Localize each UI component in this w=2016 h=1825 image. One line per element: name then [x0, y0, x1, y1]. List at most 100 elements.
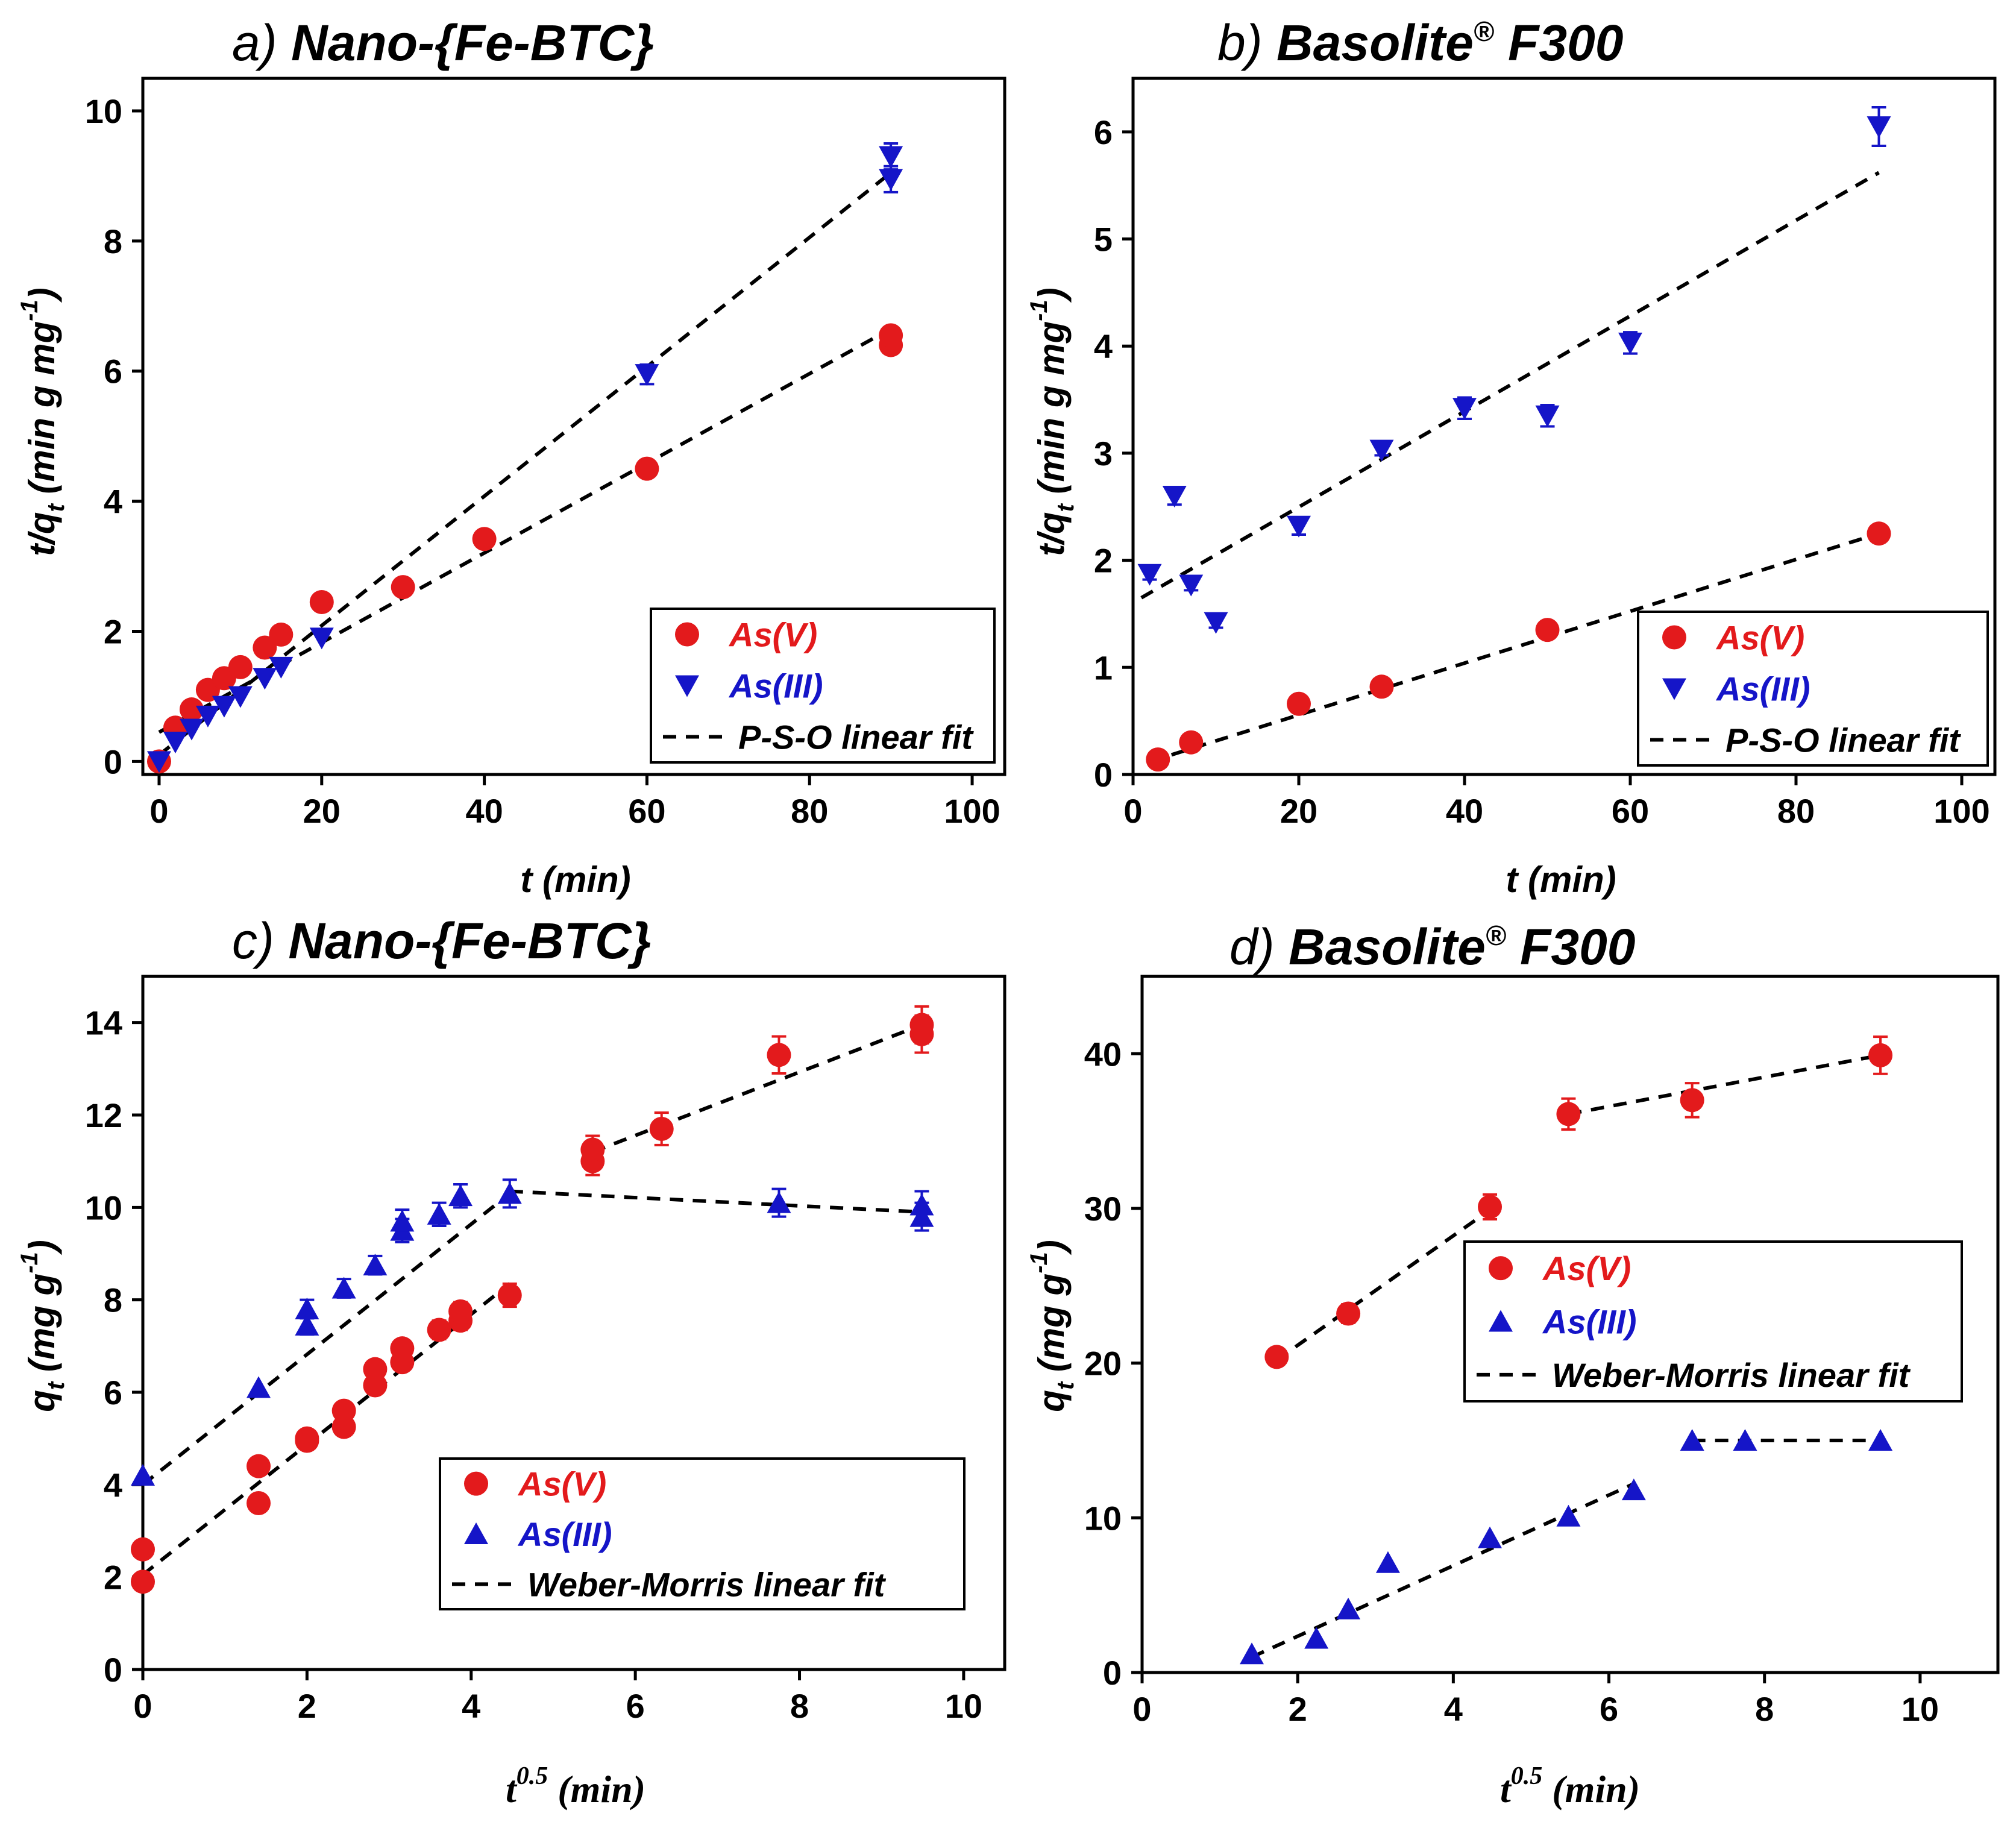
data-point	[1369, 439, 1394, 462]
data-point	[1618, 332, 1642, 354]
x-tick-label: 10	[1901, 1690, 1939, 1728]
data-point	[1556, 1102, 1581, 1126]
y-tick-label: 8	[104, 1281, 122, 1319]
x-tick-label: 60	[628, 792, 665, 830]
x-tick-label: 8	[1755, 1690, 1774, 1728]
legend-box	[650, 608, 996, 764]
legend-marker	[1489, 1310, 1513, 1332]
panel-c-frame	[141, 975, 1006, 1671]
data-point	[1680, 1429, 1704, 1451]
x-tick-label: 80	[791, 792, 828, 830]
x-tick-label: 0	[149, 792, 168, 830]
data-point	[497, 1283, 522, 1307]
fit-line	[142, 1192, 511, 1486]
data-point	[635, 364, 659, 386]
legend-marker	[464, 1471, 488, 1496]
panel-b-frame	[1131, 77, 1997, 776]
x-tick-label: 4	[1444, 1690, 1463, 1728]
panel-a-title: a) Nano-{Fe-BTC}	[232, 14, 654, 71]
data-point	[1264, 1345, 1289, 1369]
data-point	[295, 1313, 319, 1336]
data-point	[131, 1537, 155, 1562]
legend-marker	[1489, 1256, 1513, 1281]
x-axis-label: t0.5 (min)	[506, 1762, 645, 1811]
data-point	[131, 1464, 155, 1486]
y-tick-label: 10	[85, 1189, 122, 1227]
legend-label: As(III)	[1542, 1303, 1637, 1341]
data-point	[295, 1298, 319, 1319]
y-tick-label: 30	[1084, 1190, 1122, 1228]
legend-label: As(III)	[728, 667, 823, 705]
data-point	[1204, 612, 1228, 634]
data-point	[1867, 521, 1891, 546]
fit-line	[1568, 1053, 1881, 1116]
data-point	[909, 1193, 934, 1216]
y-tick-label: 2	[104, 613, 122, 651]
legend-label: P-S-O linear fit	[738, 718, 974, 756]
x-tick-label: 6	[1600, 1690, 1618, 1728]
data-point	[1733, 1429, 1757, 1451]
data-point	[390, 1336, 415, 1361]
data-point	[1369, 674, 1394, 699]
panel-a: a) Nano-{Fe-BTC} 0 20 40 60 80 100 0 2 4 6 8 10 t (mi…	[16, 14, 1006, 900]
data-point	[253, 668, 277, 690]
y-axis-label: qt (mg g-1)	[16, 1240, 69, 1412]
y-tick-label: 0	[104, 743, 122, 781]
data-point	[1478, 1195, 1503, 1219]
x-tick-label: 0	[133, 1687, 152, 1725]
data-point	[363, 1254, 388, 1276]
y-tick-label: 6	[104, 353, 122, 391]
data-point	[228, 655, 253, 679]
legend-label: P-S-O linear fit	[1726, 721, 1961, 759]
data-point	[179, 697, 204, 722]
data-point	[1868, 1043, 1893, 1067]
y-tick-label: 5	[1094, 221, 1113, 259]
y-tick-label: 40	[1084, 1035, 1122, 1073]
data-point	[1680, 1088, 1704, 1113]
y-tick-label: 0	[1103, 1654, 1122, 1692]
legend-box	[1463, 1240, 1963, 1403]
data-point	[879, 169, 903, 191]
data-point	[497, 1182, 522, 1204]
y-tick-label: 2	[1094, 542, 1113, 580]
legend-label: As(V)	[1542, 1249, 1631, 1287]
x-tick-label: 0	[1132, 1690, 1151, 1728]
legend-marker	[464, 1522, 488, 1544]
y-axis-label: t/qt (min g mg-1)	[16, 287, 69, 556]
x-axis-label: t (min)	[520, 859, 630, 900]
fit-line	[1275, 1208, 1491, 1362]
data-point	[635, 456, 659, 481]
y-tick-label: 10	[85, 92, 122, 130]
y-axis-label: t/qt (min g mg-1)	[1026, 287, 1079, 556]
data-point	[767, 1043, 791, 1067]
x-tick-label: 8	[790, 1687, 809, 1725]
y-tick-label: 3	[1094, 435, 1113, 473]
data-point	[1535, 618, 1560, 642]
x-tick-label: 10	[945, 1687, 982, 1725]
x-tick-label: 0	[1123, 792, 1142, 830]
data-point	[228, 686, 253, 708]
x-tick-label: 2	[298, 1687, 316, 1725]
x-tick-label: 20	[303, 792, 341, 830]
legend-label: As(V)	[1715, 619, 1804, 657]
data-point	[427, 1202, 451, 1225]
data-point	[580, 1137, 605, 1162]
data-point	[295, 1426, 319, 1451]
panel-d-frame	[1140, 975, 2000, 1674]
data-point	[1304, 1627, 1329, 1649]
data-point	[1146, 747, 1170, 772]
x-axis-label: t (min)	[1506, 859, 1616, 900]
data-point	[1336, 1597, 1361, 1619]
data-point	[1556, 1504, 1581, 1527]
data-point	[909, 1013, 934, 1037]
x-tick-label: 2	[1289, 1690, 1307, 1728]
data-point	[163, 732, 187, 754]
data-point	[1287, 515, 1311, 538]
data-point	[1162, 486, 1187, 507]
legend-label: As(V)	[728, 616, 817, 654]
data-point	[309, 627, 334, 650]
legend-label: As(III)	[1715, 670, 1810, 708]
legend-marker	[675, 622, 699, 647]
legend-marker	[1662, 678, 1686, 700]
